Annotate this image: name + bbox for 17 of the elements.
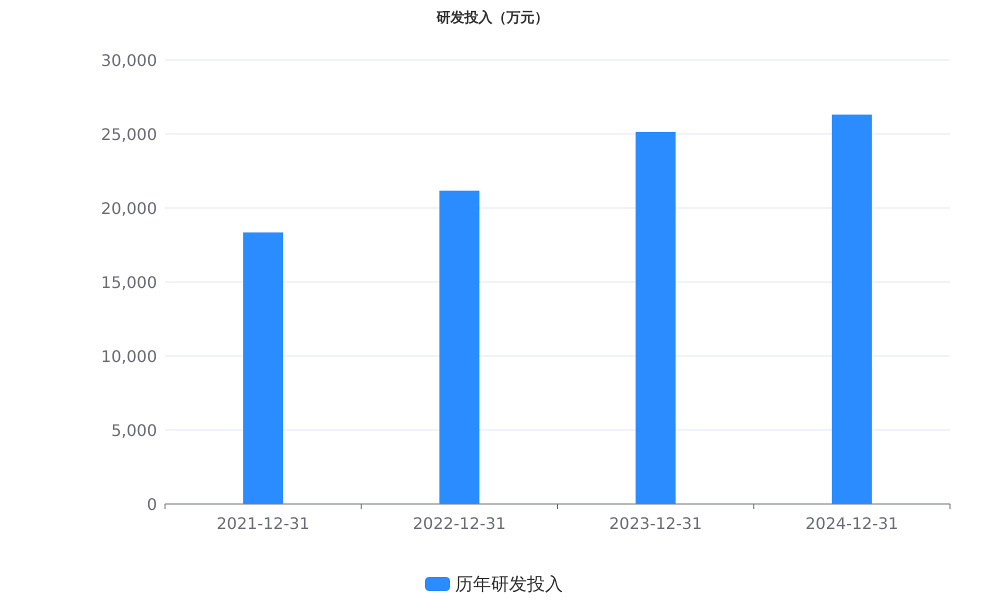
bar — [243, 232, 284, 504]
y-tick-label: 0 — [146, 495, 157, 514]
y-tick-label: 20,000 — [101, 199, 157, 218]
x-tick-label: 2021-12-31 — [216, 514, 310, 533]
x-tick-label: 2022-12-31 — [412, 514, 506, 533]
y-tick-label: 30,000 — [101, 51, 157, 70]
x-tick-label: 2023-12-31 — [609, 514, 702, 533]
legend-label: 历年研发投入 — [455, 574, 563, 595]
bar — [439, 190, 480, 504]
x-tick-label: 2024-12-31 — [805, 514, 898, 533]
y-tick-label: 10,000 — [101, 347, 157, 366]
bar — [636, 132, 676, 504]
y-tick-label: 15,000 — [101, 273, 157, 292]
chart-title: 研发投入（万元） — [436, 10, 548, 26]
y-tick-label: 25,000 — [101, 125, 157, 144]
y-tick-label: 5,000 — [111, 421, 157, 440]
bar — [832, 114, 872, 504]
